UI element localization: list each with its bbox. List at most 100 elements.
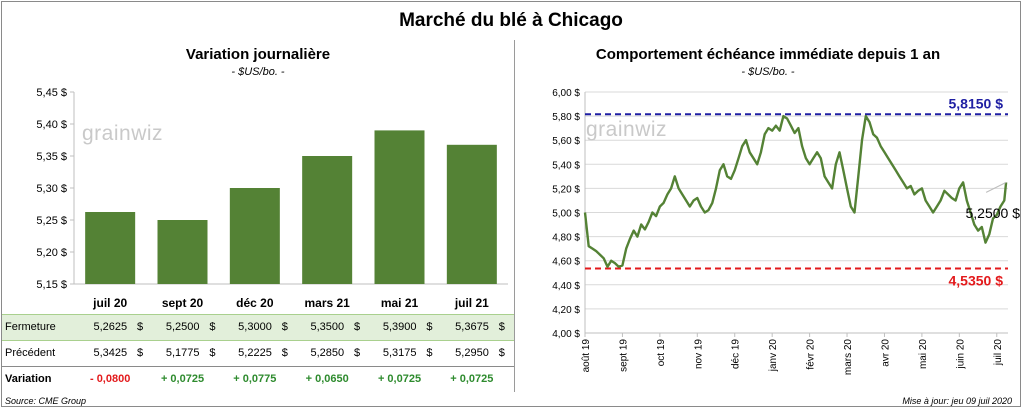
bar-chart-grid bbox=[70, 91, 508, 285]
table-cell: + 0,0725 bbox=[450, 373, 494, 385]
table-cell-value: 5,3000 bbox=[238, 321, 272, 333]
bar-1 bbox=[157, 220, 208, 284]
table-cell-currency: $ bbox=[354, 347, 361, 359]
watermark-logo: grainwiz bbox=[82, 122, 163, 145]
table-cell-currency: $ bbox=[137, 321, 144, 333]
bar-2 bbox=[229, 188, 280, 284]
table-cell-value: 5,2500 bbox=[165, 321, 200, 333]
line-chart: 4,00 $ 4,20 $ 4,40 $ 4,60 $ 4,80 $ 5,00 $ 5,20… bbox=[552, 88, 1021, 376]
bar-category-label: juil 21 bbox=[454, 296, 489, 310]
bar-0 bbox=[85, 212, 136, 284]
source-note: Source: CME Group bbox=[5, 396, 87, 406]
table-cell-currency: $ bbox=[209, 321, 216, 333]
table-cell-value: 5,3500 bbox=[310, 321, 345, 333]
reference-label-max: 5,8150 $ bbox=[949, 95, 1004, 111]
line-y-tick-label: 4,40 $ bbox=[552, 281, 580, 292]
line-y-tick-label: 4,20 $ bbox=[552, 305, 580, 316]
table-cell-currency: $ bbox=[281, 347, 288, 359]
table-cell-value: 5,3425 bbox=[93, 347, 128, 359]
row-label-variation: Variation bbox=[5, 373, 52, 385]
table-cell-currency: $ bbox=[354, 321, 361, 333]
bar-y-tick-label: 5,20 $ bbox=[36, 247, 67, 259]
line-y-tick-label: 4,80 $ bbox=[552, 233, 580, 244]
line-y-tick-label: 4,00 $ bbox=[552, 329, 580, 340]
table-cell-value: 5,2850 bbox=[310, 347, 345, 359]
table-cell: + 0,0725 bbox=[160, 373, 205, 385]
line-y-tick-label: 5,40 $ bbox=[552, 160, 580, 171]
page-title: Marché du blé à Chicago bbox=[399, 10, 623, 31]
bar-category-label: mai 21 bbox=[381, 296, 419, 310]
line-y-tick-label: 5,60 $ bbox=[552, 136, 580, 147]
bar-5 bbox=[446, 144, 497, 284]
reference-label-min: 4,5350 $ bbox=[949, 273, 1004, 289]
line-x-tick-label: févr 20 bbox=[806, 339, 817, 370]
line-x-tick-label: juil 20 bbox=[993, 339, 1004, 367]
table-cell: - 0,0800 bbox=[89, 373, 131, 385]
bar-4 bbox=[374, 130, 425, 284]
line-chart-y-axis: 4,00 $ 4,20 $ 4,40 $ 4,60 $ 4,80 $ 5,00 $ 5,20… bbox=[552, 88, 580, 340]
table-cell-currency: $ bbox=[426, 321, 433, 333]
table-cell: + 0,0650 bbox=[305, 373, 349, 385]
line-x-tick-label: sept 19 bbox=[618, 339, 629, 372]
table-cell-value: 5,2950 bbox=[455, 347, 489, 359]
line-x-tick-label: avr 20 bbox=[880, 339, 891, 367]
table-cell-currency: $ bbox=[209, 347, 216, 359]
panel-divider bbox=[514, 40, 515, 392]
table-cell-currency: $ bbox=[426, 347, 433, 359]
line-x-tick-label: déc 19 bbox=[731, 339, 742, 369]
bar-category-label: déc 20 bbox=[236, 296, 274, 310]
line-y-tick-label: 6,00 $ bbox=[552, 88, 580, 99]
bar-category-label: sept 20 bbox=[162, 296, 204, 310]
update-note: Mise à jour: jeu 09 juil 2020 bbox=[902, 396, 1012, 406]
row-label-precedent: Précédent bbox=[5, 347, 56, 359]
table-cell-value: 5,2225 bbox=[238, 347, 272, 359]
table-cell-currency: $ bbox=[498, 321, 505, 333]
line-y-tick-label: 5,80 $ bbox=[552, 112, 580, 123]
bar-y-tick-label: 5,30 $ bbox=[36, 183, 67, 195]
bar-3 bbox=[302, 156, 353, 284]
table-cell-currency: $ bbox=[281, 321, 288, 333]
table-cell-value: 5,1775 bbox=[165, 347, 200, 359]
table-cell-value: 5,3675 bbox=[455, 321, 489, 333]
last-value-leader bbox=[985, 181, 1007, 193]
line-chart-x-axis: août 19 sept 19 oct 19 nov 19 déc 19 janv 20 f… bbox=[581, 339, 1004, 376]
last-value-label: 5,2500 $ bbox=[966, 205, 1021, 221]
bar-chart-title: Variation journalière bbox=[185, 46, 331, 63]
line-chart-unit: - $US/bo. - bbox=[741, 66, 795, 78]
bar-category-label: juil 20 bbox=[92, 296, 127, 310]
line-chart-reference-lines: 5,8150 $ 4,5350 $ bbox=[585, 95, 1008, 289]
line-y-tick-label: 5,00 $ bbox=[552, 209, 580, 220]
table-cell-value: 5,3900 bbox=[382, 321, 417, 333]
line-x-tick-label: mai 20 bbox=[918, 339, 929, 369]
line-x-tick-label: août 19 bbox=[581, 339, 592, 373]
line-chart-grid bbox=[584, 91, 1008, 337]
row-label-fermeture: Fermeture bbox=[5, 321, 56, 333]
bar-chart: 5,15 $ 5,20 $ 5,25 $ 5,30 $ 5,35 $ 5,40 $ 5,45… bbox=[36, 87, 508, 310]
watermark-logo-2: grainwiz bbox=[586, 118, 667, 141]
bar-chart-x-axis: juil 20 sept 20 déc 20 mars 21 mai 21 juil 21 bbox=[92, 296, 489, 310]
line-x-tick-label: mars 20 bbox=[843, 339, 854, 376]
bar-y-tick-label: 5,40 $ bbox=[36, 119, 67, 131]
table-row-precedent: Précédent 5,3425 $5,1775 $5,2225 $5,2850 $5,… bbox=[2, 342, 514, 364]
line-x-tick-label: nov 19 bbox=[693, 339, 704, 369]
line-y-tick-label: 5,20 $ bbox=[552, 184, 580, 195]
bar-chart-bars bbox=[85, 130, 497, 284]
table-cell-value: 5,3175 bbox=[382, 347, 417, 359]
bar-category-label: mars 21 bbox=[304, 296, 350, 310]
line-chart-title: Comportement échéance immédiate depuis 1… bbox=[595, 46, 941, 63]
table-cell-value: 5,2625 bbox=[93, 321, 128, 333]
table-cell: + 0,0775 bbox=[233, 373, 277, 385]
price-series-line bbox=[583, 114, 1008, 268]
bar-chart-unit: - $US/bo. - bbox=[231, 66, 285, 78]
table-cell-currency: $ bbox=[137, 347, 144, 359]
line-x-tick-label: juin 20 bbox=[955, 339, 966, 370]
table-row-variation: Variation - 0,0800 + 0,0725 + 0,0775 + 0,06… bbox=[2, 368, 514, 390]
table-divider bbox=[2, 366, 514, 367]
bar-chart-y-axis: 5,15 $ 5,20 $ 5,25 $ 5,30 $ 5,35 $ 5,40 $ 5,45… bbox=[36, 87, 67, 291]
table-cell: + 0,0725 bbox=[377, 373, 422, 385]
table-row-fermeture: Fermeture 5,2625 $5,2500 $5,3000 $5,3500 $5,… bbox=[2, 314, 514, 341]
line-chart-series: 5,2500 $ bbox=[583, 114, 1021, 268]
line-x-tick-label: janv 20 bbox=[768, 339, 779, 373]
bar-y-tick-label: 5,25 $ bbox=[36, 215, 67, 227]
